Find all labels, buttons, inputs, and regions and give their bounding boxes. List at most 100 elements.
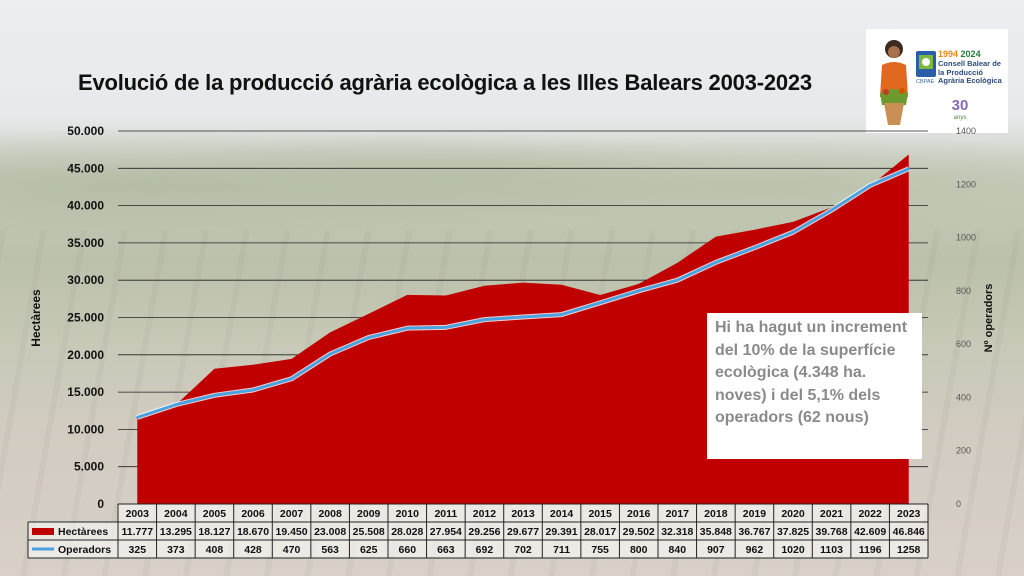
hectares-value: 35.848: [700, 526, 732, 538]
year-label: 2009: [357, 508, 381, 520]
year-label: 2015: [588, 508, 612, 520]
operators-value: 711: [553, 544, 570, 556]
anniv-number: 30: [952, 97, 969, 114]
operators-value: 962: [746, 544, 764, 556]
hectares-value: 27.954: [430, 526, 462, 538]
y2-tick-label: 1400: [956, 126, 976, 136]
operators-value: 840: [669, 544, 687, 556]
year-label: 2014: [550, 508, 574, 520]
y2-tick-label: 200: [956, 446, 971, 456]
operators-value: 1020: [781, 544, 805, 556]
hectares-value: 46.846: [893, 526, 925, 538]
operators-point: [830, 208, 833, 212]
year-label: 2022: [858, 508, 882, 520]
operators-point: [560, 313, 563, 316]
y-axis-title: Hectàrees: [29, 289, 43, 347]
operators-value: 692: [476, 544, 494, 556]
operators-point: [290, 377, 293, 380]
y-tick-label: 40.000: [67, 199, 104, 213]
hectares-value: 11.777: [122, 526, 154, 538]
legend-label-hectares: Hectàrees: [58, 526, 108, 538]
data-table: 2003 2004 2005 2006 2007 2008 2009 2010 2011 2012…: [27, 503, 929, 559]
hectares-value: 39.768: [816, 526, 848, 538]
axes: 0 5.000 10.000 15.000 20.000 25.000 30.000 35.0…: [67, 124, 976, 511]
cbpae-logo: 1994 2024 Consell Balear de la Producció…: [866, 29, 1008, 133]
y-tick-label: 50.000: [67, 124, 104, 138]
hectares-value: 29.502: [623, 526, 655, 538]
operators-point: [521, 315, 525, 319]
year-label: 2011: [434, 508, 457, 520]
year-label: 2004: [164, 508, 188, 520]
operators-value: 1196: [859, 544, 882, 556]
operators-value: 1103: [820, 544, 843, 556]
hectares-value: 36.767: [738, 526, 770, 538]
y2-axis-title: Nº operadors: [983, 284, 995, 353]
year-label: 2007: [280, 508, 304, 520]
operators-point: [174, 403, 178, 406]
year-label: 2003: [126, 508, 150, 520]
farmer-figure-icon: [880, 40, 908, 125]
legend-label-operators: Operadors: [58, 544, 111, 556]
operators-point: [637, 289, 640, 293]
operators-value: 663: [437, 544, 455, 556]
y-tick-label: 30.000: [67, 273, 104, 287]
operators-value: 563: [321, 544, 339, 556]
hectares-value: 23.008: [314, 526, 346, 538]
logo-acronym: CBPAE: [916, 79, 935, 85]
year-label: 2010: [396, 508, 420, 520]
anniv-word: anys: [954, 115, 967, 121]
y2-tick-label: 1000: [956, 233, 976, 243]
hectares-value: 32.318: [661, 526, 693, 538]
y-tick-label: 45.000: [67, 161, 104, 175]
y-tick-label: 15.000: [67, 385, 104, 399]
operators-point: [907, 167, 910, 171]
hectares-value: 42.609: [854, 526, 886, 538]
operators-point: [251, 388, 255, 392]
year-label: 2016: [627, 508, 651, 520]
y-tick-label: 10.000: [67, 422, 104, 436]
y-tick-label: 20.000: [67, 348, 104, 362]
logo-org-name: Consell Balear de la Producció Agrària E…: [938, 59, 1002, 85]
operators-value: 907: [707, 544, 725, 556]
y2-tick-label: 800: [956, 286, 971, 296]
legend-swatch-hectares: [32, 528, 54, 535]
operators-value: 470: [283, 544, 301, 556]
year-label: 2018: [704, 508, 728, 520]
operators-point: [213, 394, 216, 397]
hectares-value: 28.017: [584, 526, 616, 538]
y-tick-label: 35.000: [67, 236, 104, 250]
eu-organic-badge-icon: [916, 51, 936, 77]
operators-point: [444, 326, 448, 329]
year-label: 2006: [241, 508, 265, 520]
callout-text: Hi ha hagut un increment del 10% de la s…: [715, 319, 908, 426]
operators-point: [328, 352, 332, 356]
hectares-value: 19.450: [276, 526, 308, 538]
operators-value: 1258: [897, 544, 921, 556]
hectares-value: 37.825: [777, 526, 809, 538]
year-label: 2021: [820, 508, 844, 520]
operators-point: [483, 318, 486, 321]
hectares-value: 18.127: [198, 526, 230, 538]
year-label: 2019: [743, 508, 767, 520]
y-tick-label: 25.000: [67, 311, 104, 325]
y-tick-label: 0: [97, 497, 104, 511]
callout-box: Hi ha hagut un increment del 10% de la s…: [707, 313, 922, 459]
operators-point: [676, 279, 679, 282]
operators-point: [868, 184, 872, 187]
hectares-value: 13.295: [160, 526, 192, 538]
year-label: 2013: [511, 508, 535, 520]
hectares-value: 29.677: [507, 526, 539, 538]
operators-point: [598, 301, 602, 305]
year-label: 2017: [666, 508, 690, 520]
year-label: 2023: [897, 508, 921, 520]
year-label: 2012: [473, 508, 497, 520]
operators-value: 428: [244, 544, 262, 556]
hectares-value: 25.508: [353, 526, 385, 538]
operators-point: [714, 261, 718, 264]
hectares-value: 29.256: [468, 526, 500, 538]
year-label: 2005: [203, 508, 227, 520]
operators-point: [367, 336, 370, 339]
y2-tick-label: 600: [956, 339, 971, 349]
